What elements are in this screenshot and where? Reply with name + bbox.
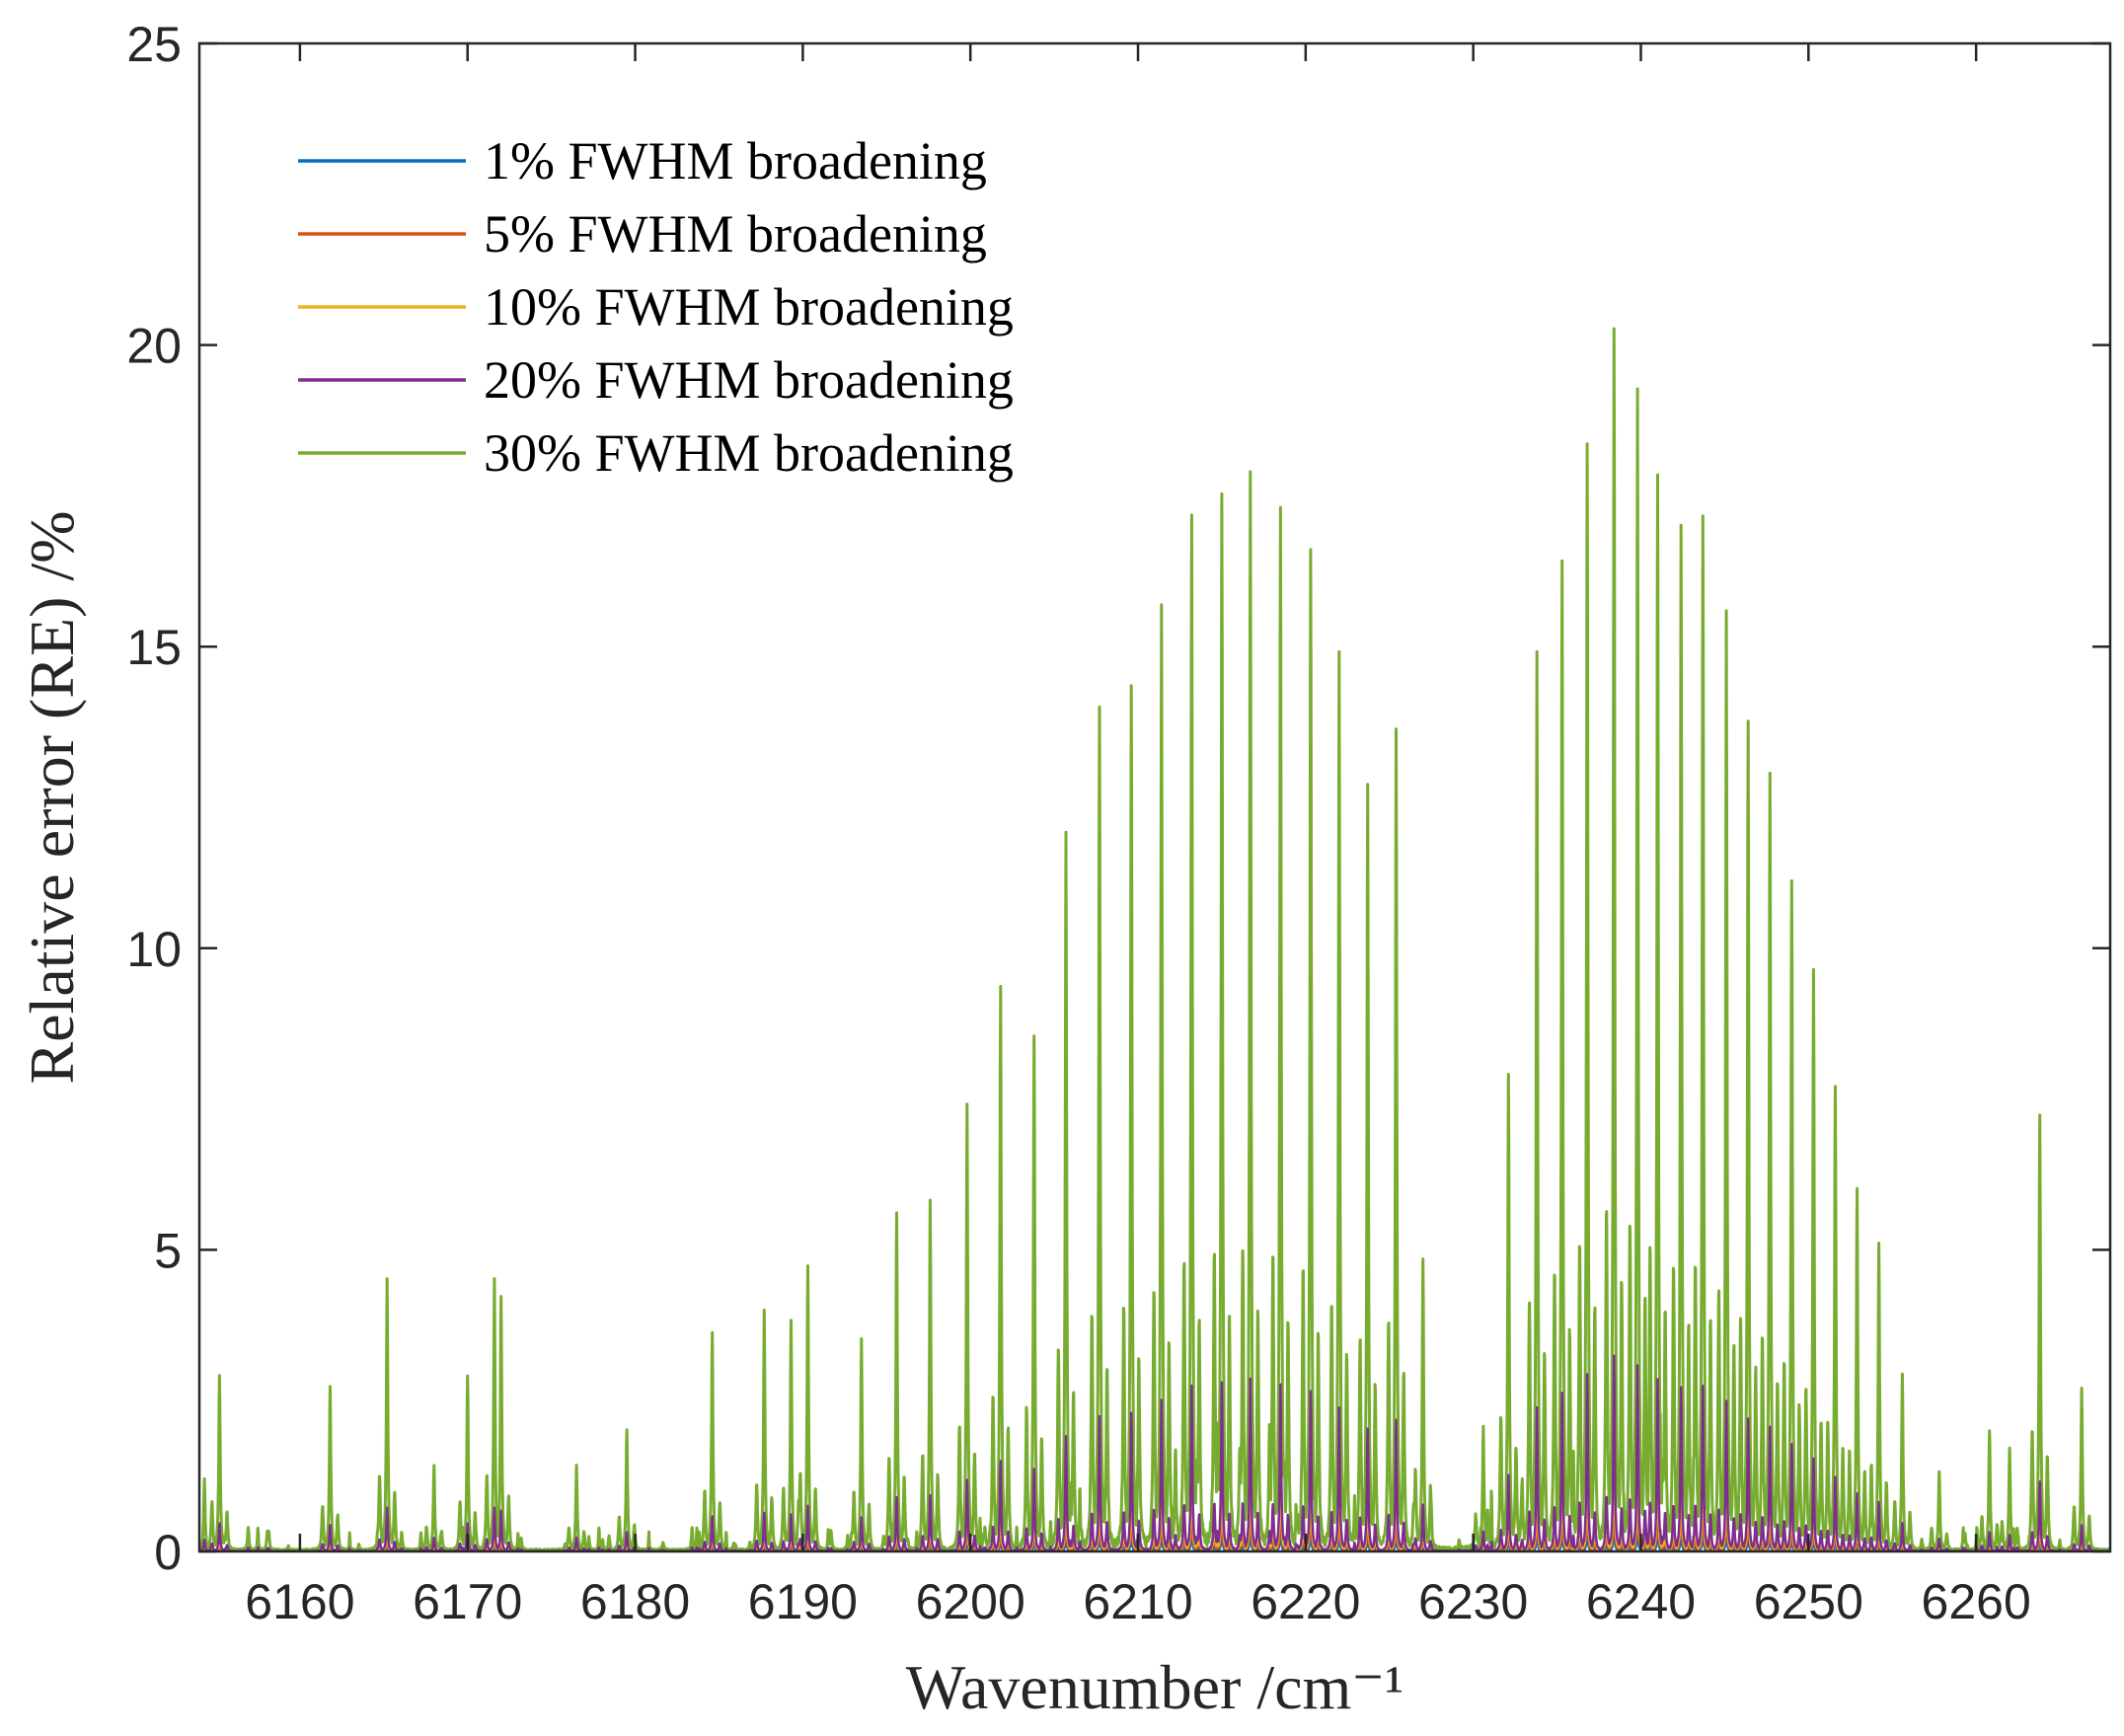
- legend-entry-20pct: 20% FWHM broadening: [298, 350, 1014, 410]
- plot-area: [197, 41, 2112, 1553]
- y-axis: 0 5 10 15 20 25: [126, 17, 2110, 1580]
- legend-entry-30pct: 30% FWHM broadening: [298, 423, 1014, 483]
- legend-entry-5pct: 5% FWHM broadening: [298, 204, 987, 264]
- x-tick-label: 6160: [245, 1574, 354, 1629]
- x-tick-label: 6170: [413, 1574, 522, 1629]
- series-line-5: [199, 327, 2110, 1551]
- x-tick-label: 6240: [1586, 1574, 1696, 1629]
- legend-label: 5% FWHM broadening: [484, 204, 987, 264]
- x-tick-label: 6200: [916, 1574, 1025, 1629]
- x-axis-label: Wavenumber /cm⁻¹: [906, 1652, 1404, 1722]
- x-tick-label: 6180: [580, 1574, 690, 1629]
- x-tick-label: 6220: [1251, 1574, 1360, 1629]
- x-tick-label: 6190: [748, 1574, 858, 1629]
- series-layer: [199, 327, 2110, 1551]
- axes-box: [197, 41, 2112, 1553]
- x-tick-label: 6210: [1083, 1574, 1192, 1629]
- legend-entry-1pct: 1% FWHM broadening: [298, 131, 987, 190]
- y-tick-label: 5: [154, 1223, 182, 1278]
- series-line-4: [199, 1354, 2110, 1551]
- legend-entry-10pct: 10% FWHM broadening: [298, 277, 1014, 337]
- y-tick-label: 15: [126, 620, 182, 675]
- legend-label: 1% FWHM broadening: [484, 131, 987, 190]
- y-tick-label: 0: [154, 1525, 182, 1580]
- y-axis-label: Relative error (RE) /%: [17, 510, 87, 1084]
- x-axis: 6160 6170 6180 6190 6200 6210 6220 6230 6240 6250…: [245, 43, 2031, 1629]
- y-tick-label: 10: [126, 922, 182, 977]
- y-tick-label: 20: [126, 319, 182, 374]
- x-tick-label: 6250: [1754, 1574, 1863, 1629]
- legend-label: 10% FWHM broadening: [484, 277, 1014, 337]
- x-tick-label: 6230: [1418, 1574, 1528, 1629]
- legend: 1% FWHM broadening 5% FWHM broadening 10…: [298, 131, 1014, 483]
- legend-label: 30% FWHM broadening: [484, 423, 1014, 483]
- legend-label: 20% FWHM broadening: [484, 350, 1014, 410]
- y-tick-label: 25: [126, 17, 182, 72]
- x-tick-label: 6260: [1922, 1574, 2031, 1629]
